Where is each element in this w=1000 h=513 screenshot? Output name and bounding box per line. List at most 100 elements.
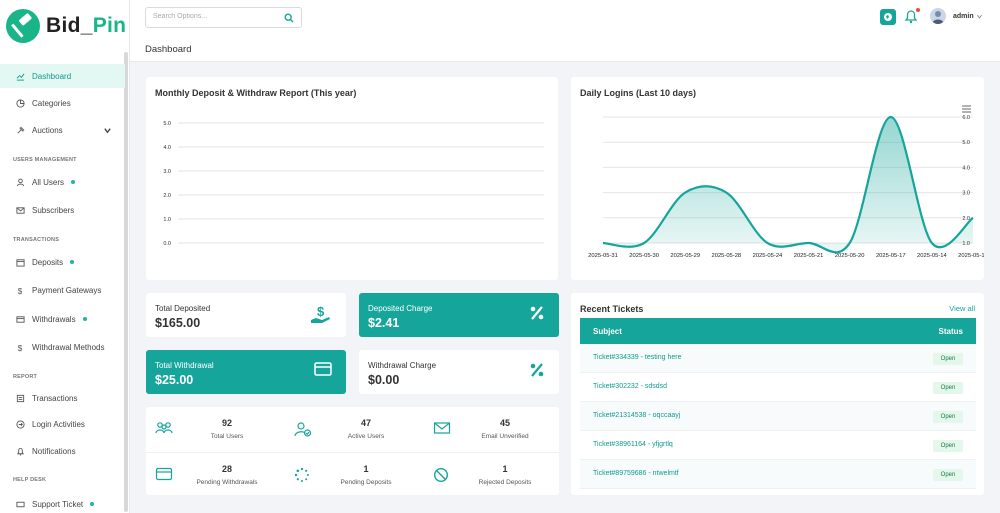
admin-username[interactable]: admin [953,13,974,20]
sidebar-item-deposits[interactable]: Deposits [0,250,125,274]
brand-part-2: Pin [92,14,127,37]
stat-label: Active Users [347,433,385,440]
sidebar-item-withdrawals[interactable]: Withdrawals [0,307,125,331]
deposit-withdraw-chart-card: Monthly Deposit & Withdraw Report (This … [146,77,558,280]
total-deposited-card[interactable]: Total Deposited $165.00 $ [146,293,346,337]
total-withdrawal-card[interactable]: Total Withdrawal $25.00 [146,350,346,394]
deposited-charge-card[interactable]: Deposited Charge $2.41 [359,293,559,337]
avatar[interactable] [930,8,946,24]
x-tick-label: 2025-05-29 [670,253,700,259]
active-users-stat[interactable]: 47 Active Users [285,407,420,451]
search-input[interactable] [153,13,273,20]
sidebar-item-label: Categories [32,98,71,108]
stat-value: $165.00 [155,316,201,330]
y-tick-label: 3.0 [962,191,970,197]
table-row[interactable]: Ticket#89759686 - ntwelmtf Open [580,460,976,489]
ban-icon [433,467,449,483]
x-tick-label: 2025-05-31 [588,253,618,259]
deposit-withdraw-chart: 5.0 4.0 3.0 2.0 1.0 0.0 [163,121,544,247]
sidebar-item-notifications[interactable]: Notifications [0,439,125,463]
ticket-subject-link[interactable]: Ticket#334339 - testing here [593,354,682,361]
credit-card-icon [155,467,173,481]
notification-dot [70,260,75,264]
sidebar-item-payment-gateways[interactable]: $ Payment Gateways [0,278,125,302]
chevron-down-icon[interactable] [976,13,983,20]
x-tick-label: 2025-05-20 [835,253,865,259]
stat-value: $0.00 [368,373,400,387]
stat-value: 1 [363,464,369,474]
sidebar-item-label: Withdrawals [32,314,76,324]
mail-icon [16,206,25,214]
svg-text:$: $ [18,344,23,352]
table-row[interactable]: Ticket#38961164 - yfjgrtlq Open [580,431,976,460]
svg-text:$: $ [317,305,325,319]
notification-dot [82,317,87,321]
email-unverified-stat[interactable]: 45 Email Unverified [424,407,559,451]
y-tick-label: 2.0 [163,193,171,199]
sidebar-item-label: Notifications [32,446,76,456]
globe-button[interactable] [880,9,896,25]
y-tick-label: 1.0 [163,217,171,223]
brand-logo[interactable]: Bid_Pin [0,0,129,52]
categories-icon [16,98,25,108]
sidebar-item-login-activities[interactable]: Login Activities [0,412,125,436]
dollar-icon: $ [18,287,23,295]
daily-logins-chart: 6.0 5.0 4.0 3.0 2.0 1.0 2025-05-31 2025-05-30 20… [588,115,984,259]
sidebar-item-subscribers[interactable]: Subscribers [0,198,125,222]
ticket-subject-link[interactable]: Ticket#89759686 - ntwelmtf [593,470,679,477]
y-tick-label: 0.0 [163,241,171,247]
sidebar-item-categories[interactable]: Categories [0,91,125,115]
ticket-subject-link[interactable]: Ticket#302232 - sdsdsd [593,383,668,390]
table-row[interactable]: Ticket#302232 - sdsdsd Open [580,373,976,402]
sidebar-item-label: Deposits [32,257,64,267]
table-row[interactable]: Ticket#21314538 - oqccaayj Open [580,402,976,431]
status-badge: Open [933,469,963,481]
status-badge: Open [933,411,963,423]
chart-menu-icon[interactable] [962,105,971,113]
sidebar-item-transactions[interactable]: Transactions [0,386,125,410]
x-tick-label: 2025-05-24 [753,253,783,259]
ticket-subject-link[interactable]: Ticket#38961164 - yfjgrtlq [593,441,673,448]
pending-deposits-stat[interactable]: 1 Pending Deposits [285,453,420,497]
search-icon[interactable] [284,13,294,23]
card-icon [16,315,25,323]
sidebar-item-label: Transactions [32,393,78,403]
y-tick-label: 4.0 [163,145,171,151]
sidebar-scrollbar[interactable] [124,52,128,512]
y-tick-label: 6.0 [962,115,970,121]
table-row[interactable]: Ticket#334339 - testing here Open [580,344,976,373]
sidebar-item-label: Dashboard [32,71,72,81]
section-report: REPORT [13,374,38,380]
sidebar-item-dashboard[interactable]: Dashboard [0,64,125,88]
user-stats-card: 92 Total Users 47 Active Users 45 Email … [146,407,559,495]
total-users-stat[interactable]: 92 Total Users [146,407,281,451]
sidebar-item-label: Login Activities [32,419,85,429]
ticket-icon [16,501,25,507]
stat-label: Pending Withdrawals [196,479,258,486]
sidebar-item-support-ticket[interactable]: Support Ticket [0,492,125,513]
rejected-deposits-stat[interactable]: 1 Rejected Deposits [424,453,559,497]
x-tick-label: 2025-05-14 [917,253,947,259]
percent-icon [530,306,544,320]
sidebar-item-label: Support Ticket [32,499,84,509]
sidebar-item-withdrawal-methods[interactable]: $ Withdrawal Methods [0,335,125,359]
daily-logins-chart-card: Daily Logins (Last 10 days) 6.0 5.0 4.0 3.0… [571,77,984,280]
auction-icon [17,126,25,134]
x-tick-label: 2025-05-12 [958,253,984,259]
brand-part-1: Bid [46,14,81,37]
sidebar-item-all-users[interactable]: All Users [0,170,125,194]
x-tick-label: 2025-05-17 [876,253,906,259]
transactions-icon [16,394,25,402]
bell-icon [16,447,25,456]
ticket-subject-link[interactable]: Ticket#21314538 - oqccaayj [593,412,681,419]
notification-bell-icon[interactable] [904,9,918,25]
card-title: Monthly Deposit & Withdraw Report (This … [155,88,357,98]
stat-label: Pending Deposits [340,479,392,486]
pending-withdrawals-stat[interactable]: 28 Pending Withdrawals [146,453,281,497]
withdrawal-charge-card[interactable]: Withdrawal Charge $0.00 [359,350,559,394]
stat-label: Total Withdrawal [155,361,214,370]
view-all-link[interactable]: View all [949,304,975,313]
envelope-icon [433,422,451,434]
dollar-icon: $ [18,344,23,352]
sidebar-item-auctions[interactable]: Auctions [0,118,125,142]
